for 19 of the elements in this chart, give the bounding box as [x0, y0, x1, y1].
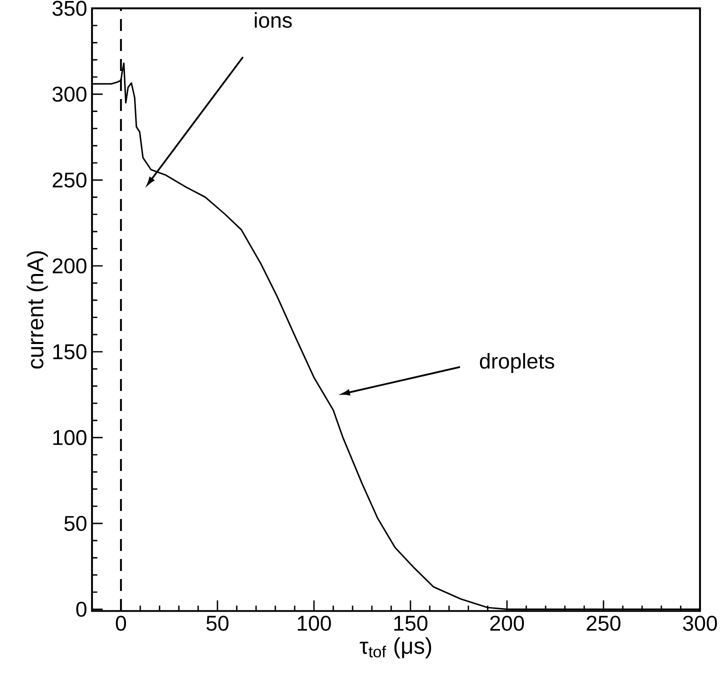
y-tick-label: 300	[52, 86, 86, 102]
annotation: droplets	[480, 353, 554, 373]
y-tick-label: 350	[52, 0, 86, 16]
y-tick-label: 0	[76, 602, 86, 617]
x-tick-label: 250	[586, 616, 620, 631]
x-tick-label: 300	[683, 616, 717, 631]
y-tick-label: 250	[52, 172, 86, 188]
x-tick-label: 100	[298, 616, 331, 631]
y-tick-label: 200	[52, 258, 86, 274]
x-tick-label: 150	[394, 616, 428, 631]
annotation: ions	[254, 12, 292, 28]
y-tick-label: 100	[53, 430, 86, 446]
y-tick-label: 50	[64, 516, 86, 531]
x-axis-title: τ$_{tof}$ (μs)	[360, 637, 432, 658]
x-tick-label: 50	[206, 616, 228, 631]
x-tick-label: 0	[116, 616, 126, 631]
y-axis-title: current (nA)	[26, 251, 48, 369]
y-tick-label: 150	[53, 344, 86, 360]
x-tick-label: 200	[490, 616, 524, 631]
